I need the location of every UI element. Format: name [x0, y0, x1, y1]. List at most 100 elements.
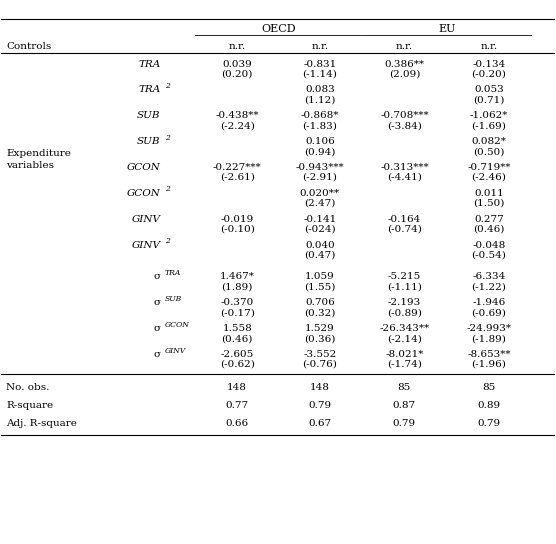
- Text: (1.50): (1.50): [473, 199, 505, 208]
- Text: n.r.: n.r.: [311, 42, 329, 51]
- Text: (-2.24): (-2.24): [220, 121, 255, 130]
- Text: Adj. R-square: Adj. R-square: [6, 419, 77, 428]
- Text: -0.943***: -0.943***: [295, 163, 344, 172]
- Text: (-1.74): (-1.74): [387, 360, 422, 369]
- Text: 1.059: 1.059: [305, 273, 335, 281]
- Text: n.r.: n.r.: [229, 42, 246, 51]
- Text: GCON: GCON: [127, 163, 161, 172]
- Text: (-1.11): (-1.11): [387, 282, 422, 292]
- Text: (1.89): (1.89): [221, 282, 253, 292]
- Text: (-0.69): (-0.69): [471, 308, 507, 317]
- Text: 0.67: 0.67: [308, 419, 331, 428]
- Text: GINV: GINV: [132, 240, 161, 250]
- Text: (-0.10): (-0.10): [220, 225, 255, 234]
- Text: σ: σ: [153, 324, 161, 333]
- Text: TRA: TRA: [138, 85, 161, 95]
- Text: -0.313***: -0.313***: [380, 163, 429, 172]
- Text: 0.277: 0.277: [474, 215, 504, 224]
- Text: (-1.83): (-1.83): [302, 121, 337, 130]
- Text: (2.47): (2.47): [304, 199, 335, 208]
- Text: 0.039: 0.039: [222, 59, 252, 69]
- Text: -0.831: -0.831: [303, 59, 336, 69]
- Text: (-1.96): (-1.96): [471, 360, 507, 369]
- Text: -0.868*: -0.868*: [301, 112, 339, 120]
- Text: 0.083: 0.083: [305, 85, 335, 95]
- Text: (0.36): (0.36): [304, 334, 335, 343]
- Text: TRA: TRA: [138, 59, 161, 69]
- Text: -0.708***: -0.708***: [380, 112, 429, 120]
- Text: (-4.41): (-4.41): [387, 173, 422, 182]
- Text: σ: σ: [153, 273, 161, 281]
- Text: -8.653**: -8.653**: [467, 350, 511, 359]
- Text: SUB: SUB: [165, 295, 182, 303]
- Text: -0.438**: -0.438**: [216, 112, 259, 120]
- Text: -3.552: -3.552: [303, 350, 336, 359]
- Text: -0.019: -0.019: [221, 215, 254, 224]
- Text: (-3.84): (-3.84): [387, 121, 422, 130]
- Text: (0.20): (0.20): [221, 70, 253, 78]
- Text: 0.79: 0.79: [393, 419, 416, 428]
- Text: (0.71): (0.71): [473, 95, 505, 104]
- Text: 2: 2: [165, 82, 170, 90]
- Text: (0.46): (0.46): [473, 225, 505, 234]
- Text: -1.062*: -1.062*: [470, 112, 508, 120]
- Text: SUB: SUB: [137, 112, 161, 120]
- Text: GCON: GCON: [127, 189, 161, 198]
- Text: -5.215: -5.215: [388, 273, 421, 281]
- Text: EU: EU: [438, 24, 455, 34]
- Text: -0.370: -0.370: [221, 298, 254, 307]
- Text: Expenditure
variables: Expenditure variables: [6, 149, 71, 170]
- Text: (-2.14): (-2.14): [387, 334, 422, 343]
- Text: (-2.61): (-2.61): [220, 173, 255, 182]
- Text: 2: 2: [165, 134, 170, 141]
- Text: -0.164: -0.164: [388, 215, 421, 224]
- Text: 0.89: 0.89: [478, 401, 500, 410]
- Text: 148: 148: [310, 383, 330, 392]
- Text: 0.386**: 0.386**: [384, 59, 424, 69]
- Text: (-0.76): (-0.76): [302, 360, 337, 369]
- Text: -0.048: -0.048: [472, 240, 505, 250]
- Text: TRA: TRA: [165, 269, 181, 277]
- Text: 0.77: 0.77: [226, 401, 249, 410]
- Text: (0.32): (0.32): [304, 308, 335, 317]
- Text: (2.09): (2.09): [389, 70, 420, 78]
- Text: (-1.14): (-1.14): [302, 70, 337, 78]
- Text: n.r.: n.r.: [480, 42, 498, 51]
- Text: GCON: GCON: [165, 321, 190, 329]
- Text: GINV: GINV: [165, 347, 186, 355]
- Text: (-0.20): (-0.20): [471, 70, 507, 78]
- Text: (-024): (-024): [304, 225, 336, 234]
- Text: 1.529: 1.529: [305, 324, 335, 333]
- Text: 2: 2: [165, 237, 170, 245]
- Text: (-0.74): (-0.74): [387, 225, 422, 234]
- Text: (0.47): (0.47): [304, 251, 335, 259]
- Text: (-0.17): (-0.17): [220, 308, 255, 317]
- Text: -24.993*: -24.993*: [466, 324, 512, 333]
- Text: 85: 85: [482, 383, 495, 392]
- Text: 0.106: 0.106: [305, 137, 335, 146]
- Text: 1.467*: 1.467*: [220, 273, 255, 281]
- Text: -0.141: -0.141: [303, 215, 336, 224]
- Text: (-1.89): (-1.89): [471, 334, 507, 343]
- Text: 148: 148: [227, 383, 247, 392]
- Text: 0.040: 0.040: [305, 240, 335, 250]
- Text: σ: σ: [153, 350, 161, 359]
- Text: OECD: OECD: [261, 24, 296, 34]
- Text: (-0.54): (-0.54): [471, 251, 507, 259]
- Text: 0.020**: 0.020**: [300, 189, 340, 198]
- Text: GINV: GINV: [132, 215, 161, 224]
- Text: 0.87: 0.87: [393, 401, 416, 410]
- Text: Controls: Controls: [6, 42, 52, 51]
- Text: -8.021*: -8.021*: [385, 350, 424, 359]
- Text: σ: σ: [153, 298, 161, 307]
- Text: -1.946: -1.946: [472, 298, 505, 307]
- Text: n.r.: n.r.: [396, 42, 413, 51]
- Text: No. obs.: No. obs.: [6, 383, 49, 392]
- Text: 0.082*: 0.082*: [471, 137, 507, 146]
- Text: 1.558: 1.558: [222, 324, 252, 333]
- Text: (0.50): (0.50): [473, 147, 505, 156]
- Text: (-0.89): (-0.89): [387, 308, 422, 317]
- Text: -0.134: -0.134: [472, 59, 505, 69]
- Text: (1.55): (1.55): [304, 282, 335, 292]
- Text: R-square: R-square: [6, 401, 53, 410]
